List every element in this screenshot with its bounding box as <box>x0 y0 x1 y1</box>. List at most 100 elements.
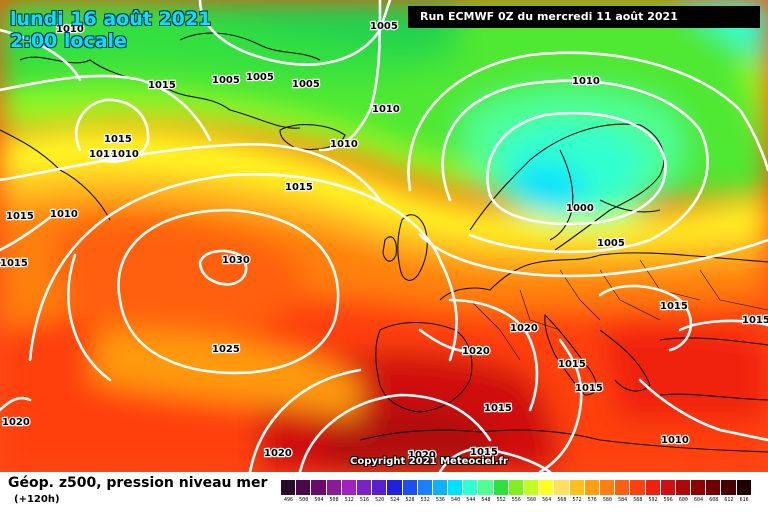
model-run-banner: Run ECMWF 0Z du mercredi 11 août 2021 <box>408 6 760 28</box>
color-scale-swatch: 544 <box>463 480 479 503</box>
color-scale-swatch: 564 <box>539 480 555 503</box>
color-scale-swatch: 504 <box>311 480 327 503</box>
isobar-label: 1005 <box>597 238 625 249</box>
color-scale-swatch: 540 <box>448 480 464 503</box>
isobar-labels: 1010 1005 1015 1005 1005 1005 1010 1010 … <box>0 20 768 463</box>
color-scale-swatch: 580 <box>599 480 616 503</box>
color-scale-swatch: 616 <box>736 480 752 503</box>
legend-footer: Géop. z500, pression niveau mer (+120h) … <box>0 472 768 512</box>
isobar-label: 1020 <box>2 417 30 428</box>
color-scale-label: 504 <box>314 497 324 503</box>
isobar-label: 1010 <box>111 149 139 160</box>
color-scale-swatch: 524 <box>387 480 403 503</box>
color-scale-swatch: 588 <box>630 480 646 503</box>
color-scale-label: 576 <box>587 497 597 503</box>
isobar-label: 1015 <box>148 80 176 91</box>
color-scale-label: 532 <box>420 497 430 503</box>
color-scale-label: 600 <box>678 497 688 503</box>
color-scale-swatch: 596 <box>660 480 676 503</box>
isobar-label: 1020 <box>462 346 490 357</box>
color-scale-label: 560 <box>526 497 537 503</box>
color-scale-label: 612 <box>724 497 734 503</box>
isobar-label: 1005 <box>370 21 398 32</box>
color-scale-swatch: 508 <box>326 480 342 503</box>
color-scale-label: 588 <box>633 497 643 503</box>
color-scale-swatch: 612 <box>721 480 737 503</box>
isobar-label: 1010 <box>330 139 358 150</box>
color-scale-swatch: 528 <box>402 480 418 503</box>
isobar-label: 1000 <box>566 203 594 214</box>
copyright-notice: Copyright 2021 Meteociel.fr <box>350 456 508 467</box>
color-scale-label: 572 <box>572 497 582 503</box>
isobar-label: 1010 <box>661 435 689 446</box>
color-scale-label: 496 <box>283 497 294 503</box>
isobar-label: 1010 <box>56 24 84 35</box>
color-scale-swatch: 600 <box>675 480 692 503</box>
isobar-label: 1015 <box>484 403 512 414</box>
color-scale-label: 548 <box>481 497 491 503</box>
color-scale-swatch: 584 <box>615 480 631 503</box>
isobar-label: 1020 <box>510 323 538 334</box>
geopotential-map: 1010 1005 1015 1005 1005 1005 1010 1010 … <box>0 0 768 472</box>
isobar-label: 1005 <box>212 75 240 86</box>
isobar-label: 1025 <box>212 344 240 355</box>
forecast-local-time: 2:00 locale <box>10 30 127 52</box>
color-scale-label: 520 <box>375 497 385 503</box>
forecast-date-title: lundi 16 août 2021 2:00 locale <box>10 8 211 52</box>
isobar-label: 1010 <box>572 76 600 87</box>
color-scale-swatch: 536 <box>432 480 449 503</box>
color-scale: 496 500 504 508 512 516 520 524 528 532 536 540 544 5… <box>281 480 752 503</box>
color-scale-label: 604 <box>694 497 704 503</box>
color-scale-swatch: 572 <box>569 480 585 503</box>
color-scale-swatch: 496 <box>281 480 297 503</box>
color-scale-label: 584 <box>618 497 628 503</box>
color-scale-swatch: 576 <box>584 480 600 503</box>
isobar-label: 1020 <box>408 450 436 461</box>
geopotential-color-field: 1010 1005 1015 1005 1005 1005 1010 1010 … <box>0 0 768 472</box>
coastlines <box>0 32 768 453</box>
isobar-label: 1015 <box>6 211 34 222</box>
isobar-label: 1005 <box>292 79 320 90</box>
color-scale-swatch: 592 <box>645 480 661 503</box>
isobar-label: 1020 <box>264 448 292 459</box>
color-scale-label: 552 <box>496 497 506 503</box>
color-scale-swatch: 516 <box>356 480 373 503</box>
color-scale-label: 596 <box>663 497 673 503</box>
isobar-label: 1010 <box>50 209 78 220</box>
color-scale-swatch: 520 <box>372 480 388 503</box>
color-scale-swatch: 568 <box>554 480 570 503</box>
color-scale-label: 616 <box>739 497 749 503</box>
color-scale-label: 580 <box>602 497 612 503</box>
color-scale-label: 500 <box>299 497 309 503</box>
color-scale-swatch: 608 <box>706 480 722 503</box>
color-scale-label: 512 <box>344 497 354 503</box>
isobar-label: 1010 <box>372 104 400 115</box>
isobar-label: 1015 <box>0 258 28 269</box>
color-scale-swatch: 548 <box>478 480 494 503</box>
isobar-label: 1015 <box>575 383 603 394</box>
legend-title: Géop. z500, pression niveau mer <box>8 475 268 491</box>
color-scale-label: 568 <box>557 497 567 503</box>
color-scale-swatch: 604 <box>691 480 707 503</box>
isobar-label: 1015 <box>104 134 132 145</box>
isobar-label: 1015 <box>89 149 117 160</box>
isobar-label: 1030 <box>222 255 250 266</box>
color-scale-swatch: 532 <box>417 480 433 503</box>
color-scale-label: 544 <box>466 497 476 503</box>
isobar-label: 1005 <box>246 72 274 83</box>
isobar-label: 1015 <box>285 182 313 193</box>
color-scale-label: 556 <box>511 497 521 503</box>
color-scale-label: 592 <box>648 497 658 503</box>
color-scale-label: 540 <box>451 497 461 503</box>
color-scale-label: 564 <box>542 497 552 503</box>
color-scale-swatch: 552 <box>493 480 509 503</box>
color-scale-swatch: 500 <box>296 480 312 503</box>
color-scale-swatch: 556 <box>508 480 524 503</box>
color-scale-label: 528 <box>405 497 415 503</box>
isobar-label: 1015 <box>470 447 498 458</box>
isobar-label: 1015 <box>558 359 586 370</box>
isobars <box>0 0 768 472</box>
isobar-label: 1015 <box>660 301 688 312</box>
color-scale-swatch: 560 <box>524 480 540 503</box>
color-scale-label: 608 <box>709 497 719 503</box>
